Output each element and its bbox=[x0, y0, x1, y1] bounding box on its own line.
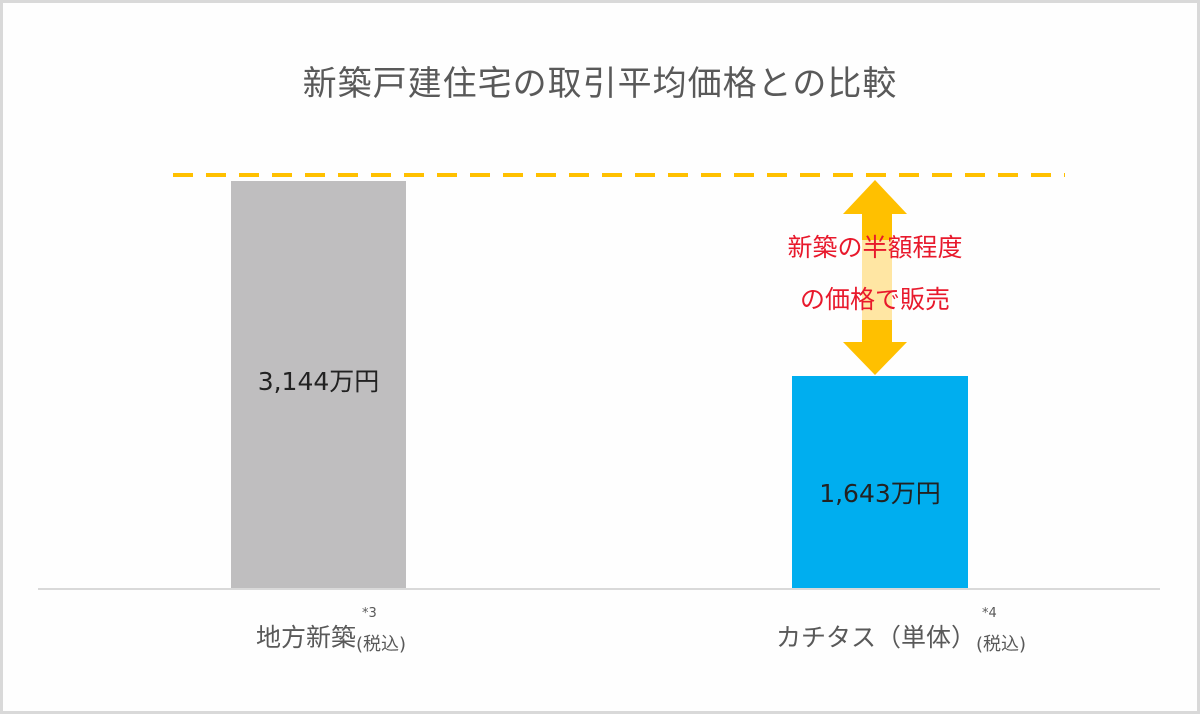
category-name: 地方新築 bbox=[256, 623, 357, 652]
bar-katitas bbox=[792, 376, 968, 588]
category-label-katitas: カチタス（単体） *4 (税込) bbox=[776, 606, 1027, 656]
tax-note: (税込) bbox=[976, 634, 1027, 655]
category-name: カチタス（単体） bbox=[776, 623, 977, 652]
bar-regional-new-build bbox=[231, 181, 406, 588]
tax-note: (税込) bbox=[356, 634, 407, 655]
category-note: *4 (税込) bbox=[976, 606, 1027, 656]
callout-line-2: の価格で販売 bbox=[799, 285, 950, 314]
callout-line-1: 新築の半額程度 bbox=[787, 233, 963, 262]
category-label-regional: 地方新築 *3 (税込) bbox=[256, 606, 407, 656]
category-note: *3 (税込) bbox=[356, 606, 407, 656]
annotation-callout: 新築の半額程度 の価格で販売 bbox=[765, 222, 985, 326]
double-arrow-icon bbox=[843, 180, 907, 375]
footnote-marker: *4 bbox=[982, 606, 997, 621]
chart-title: 新築戸建住宅の取引平均価格との比較 bbox=[302, 64, 898, 104]
bar2-value-label: 1,643万円 bbox=[819, 479, 941, 508]
footnote-marker: *3 bbox=[362, 606, 377, 621]
bar1-value-label: 3,144万円 bbox=[257, 367, 380, 396]
